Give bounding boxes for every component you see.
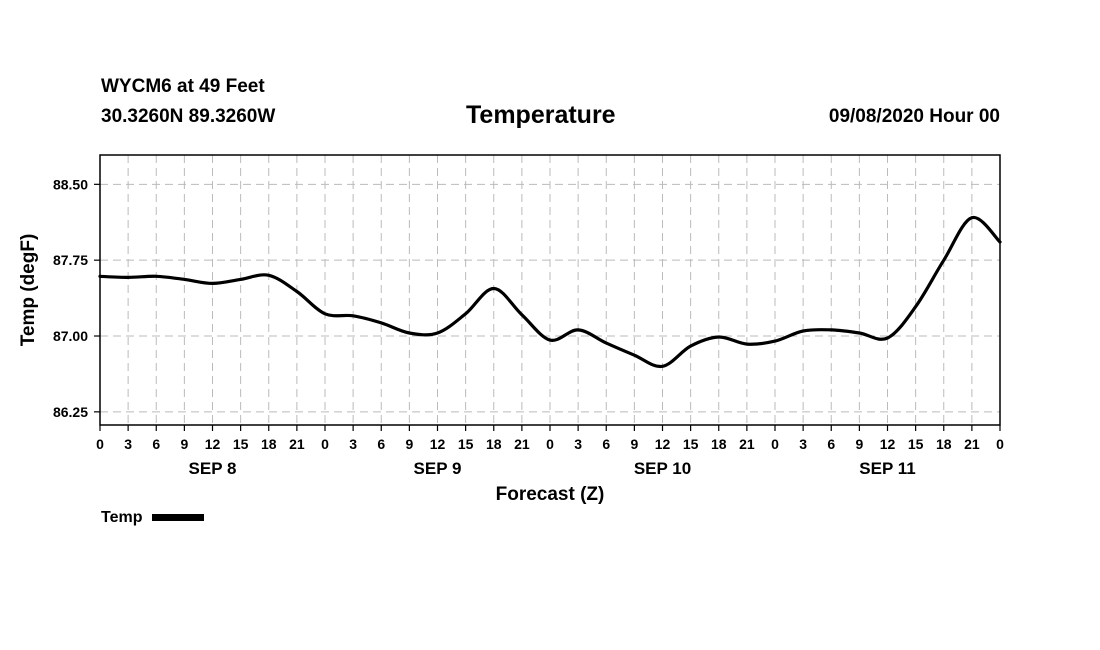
x-axis-ticks: 0 3 6 9 12 15 18 21 0 3 6 9 12 15 18 21 0 3 6 9 12 15 18 21 0 3 6 9… [96, 425, 1004, 452]
x-tick-label: 0 [771, 436, 779, 452]
x-tick-label: 3 [349, 436, 357, 452]
y-tick-label: 87.75 [53, 252, 88, 268]
x-axis-label: Forecast (Z) [496, 484, 605, 505]
x-tick-label: 0 [321, 436, 329, 452]
y-axis-label: Temp (degF) [18, 234, 39, 347]
legend-line-swatch [152, 514, 205, 522]
x-tick-label: 3 [799, 436, 807, 452]
y-tick-label: 88.50 [53, 176, 88, 192]
legend: Temp [101, 509, 205, 527]
day-labels: SEP 8 SEP 9 SEP 10 SEP 11 [189, 459, 916, 478]
legend-label: Temp [101, 509, 143, 526]
x-tick-label: 6 [152, 436, 160, 452]
x-tick-label: 0 [96, 436, 104, 452]
x-tick-label: 18 [936, 436, 952, 452]
x-tick-label: 15 [683, 436, 699, 452]
x-tick-label: 15 [908, 436, 924, 452]
x-tick-label: 15 [458, 436, 474, 452]
x-tick-label: 21 [289, 436, 305, 452]
x-tick-label: 9 [630, 436, 638, 452]
coordinates-label: 30.3260N 89.3260W [101, 106, 276, 127]
day-label: SEP 11 [859, 459, 915, 478]
day-label: SEP 10 [634, 459, 691, 478]
grid-lines [100, 155, 1000, 425]
x-tick-label: 6 [602, 436, 610, 452]
x-tick-label: 12 [880, 436, 896, 452]
x-tick-label: 3 [124, 436, 132, 452]
x-tick-label: 3 [574, 436, 582, 452]
x-tick-label: 9 [405, 436, 413, 452]
x-tick-label: 15 [233, 436, 249, 452]
y-tick-label: 87.00 [53, 328, 88, 344]
forecast-date-label: 09/08/2020 Hour 00 [828, 106, 1000, 127]
day-label: SEP 9 [414, 459, 462, 478]
y-tick-label: 86.25 [53, 404, 88, 420]
x-tick-label: 18 [486, 436, 502, 452]
x-tick-label: 21 [964, 436, 980, 452]
plot-frame [99, 154, 1001, 426]
x-tick-label: 21 [514, 436, 530, 452]
temp-series-line [98, 216, 1002, 369]
x-tick-label: 6 [377, 436, 385, 452]
x-tick-label: 18 [261, 436, 277, 452]
x-tick-label: 0 [546, 436, 554, 452]
x-tick-label: 21 [739, 436, 755, 452]
x-tick-label: 18 [711, 436, 727, 452]
x-tick-label: 12 [205, 436, 221, 452]
x-tick-label: 0 [996, 436, 1004, 452]
x-tick-label: 12 [430, 436, 446, 452]
x-tick-label: 6 [827, 436, 835, 452]
x-tick-label: 9 [180, 436, 188, 452]
x-tick-label: 9 [855, 436, 863, 452]
x-tick-label: 12 [655, 436, 671, 452]
chart-title: Temperature [466, 101, 616, 129]
y-axis-ticks: 86.25 87.75 87.00 88.50 [53, 176, 100, 420]
station-label: WYCM6 at 49 Feet [101, 76, 265, 97]
day-label: SEP 8 [189, 459, 237, 478]
